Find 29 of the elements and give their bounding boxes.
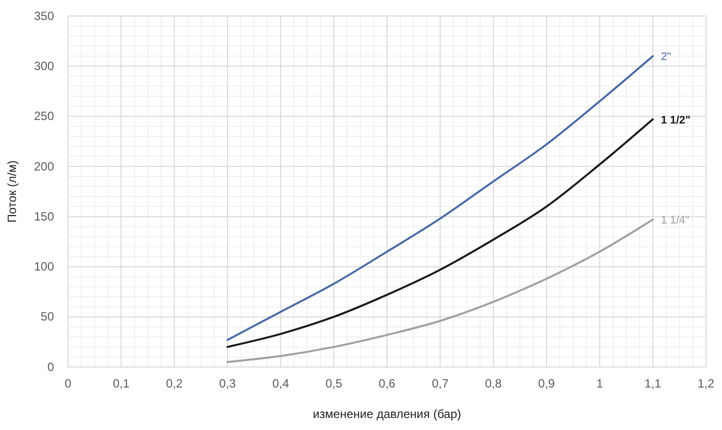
x-tick-label: 0,5 bbox=[325, 376, 342, 391]
x-tick-label: 0,9 bbox=[538, 376, 556, 391]
series-label: 2" bbox=[660, 51, 671, 64]
x-tick-label: 1 bbox=[596, 376, 604, 391]
series-label: 1 1/2" bbox=[660, 114, 691, 126]
x-tick-label: 0,7 bbox=[432, 376, 449, 391]
series-label: 1 1/4" bbox=[660, 214, 690, 227]
y-tick-label: 300 bbox=[34, 58, 54, 73]
line-series bbox=[226, 218, 654, 363]
x-tick-label: 0,6 bbox=[378, 376, 396, 391]
x-tick-label: 0,1 bbox=[112, 376, 130, 391]
x-tick-label: 0 bbox=[64, 376, 72, 391]
y-tick-label: 250 bbox=[34, 109, 54, 124]
x-tick-label: 1,2 bbox=[698, 376, 715, 391]
x-tick-label: 0,4 bbox=[272, 376, 290, 391]
y-tick-label: 50 bbox=[40, 310, 54, 324]
x-tick-label: 1,1 bbox=[644, 376, 662, 391]
y-tick-label: 150 bbox=[34, 209, 54, 224]
x-tick-label: 0,8 bbox=[484, 376, 502, 391]
y-tick-label: 350 bbox=[34, 8, 54, 23]
x-tick-label: 0,2 bbox=[166, 376, 183, 391]
y-tick-label: 200 bbox=[34, 159, 54, 174]
y-axis-title: Поток (л/м) bbox=[5, 160, 19, 223]
x-tick-label: 0,3 bbox=[219, 376, 236, 391]
y-tick-label: 0 bbox=[47, 360, 54, 374]
y-tick-label: 100 bbox=[34, 260, 54, 274]
x-axis-title: изменение давления (бар) bbox=[312, 407, 462, 421]
line-series bbox=[226, 118, 654, 348]
line-series bbox=[226, 55, 654, 341]
